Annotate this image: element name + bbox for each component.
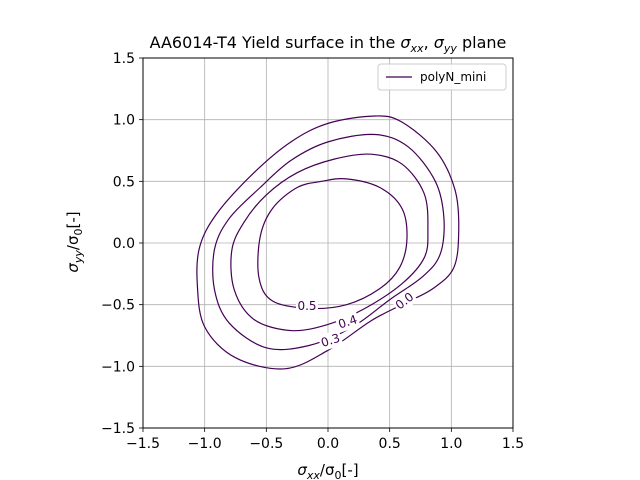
y-tick-label: −1.5: [101, 421, 135, 437]
legend: polyN_mini: [377, 63, 507, 91]
y-tick-label: 1.5: [113, 51, 135, 67]
chart-title: AA6014-T4 Yield surface in the σxx, σyy …: [150, 33, 507, 55]
contour-line-level-0-0: [196, 115, 460, 370]
x-tick-label: 0.5: [379, 436, 401, 452]
contour-label-0-5: 0.5: [297, 299, 316, 313]
contour-label-0-3: 0.3: [319, 331, 341, 350]
x-axis-ticks: −1.5 −1.0 −0.5 0.0 0.5 1.0 1.5: [126, 428, 524, 452]
contour-label-0-4: 0.4: [336, 312, 358, 331]
x-tick-label: −1.5: [126, 436, 160, 452]
contour-line-level-0-3: [212, 133, 445, 351]
x-tick-label: 0.0: [317, 436, 339, 452]
contour-line-level-0-4: [230, 153, 429, 332]
contour-labels: 0.00.30.40.5: [296, 287, 419, 352]
contour-label-group: 0.3: [317, 329, 344, 352]
contour-label-group: 0.4: [334, 310, 361, 333]
y-tick-label: 0.0: [113, 236, 135, 252]
x-tick-label: −0.5: [249, 436, 283, 452]
contour-label-background: [296, 297, 318, 314]
x-tick-label: 1.0: [440, 436, 462, 452]
x-axis-label: σxx/σ0[-]: [297, 461, 358, 480]
plot-area: 0.00.30.40.5: [142, 57, 514, 429]
legend-entry-polyn-mini: polyN_mini: [420, 70, 486, 84]
legend-box: [377, 63, 507, 91]
x-tick-label: −1.0: [188, 436, 222, 452]
y-axis-label: σyy/σ0[-]: [64, 211, 85, 272]
y-tick-label: −0.5: [101, 298, 135, 314]
y-tick-label: 0.5: [113, 174, 135, 190]
contour-label-background: [334, 310, 361, 333]
contour-label-group: 0.5: [296, 297, 318, 314]
x-tick-label: 1.5: [502, 436, 524, 452]
y-axis-ticks: −1.5 −1.0 −0.5 0.0 0.5 1.0 1.5: [101, 51, 143, 437]
y-tick-label: 1.0: [113, 113, 135, 129]
y-tick-label: −1.0: [101, 359, 135, 375]
contour-label-background: [317, 329, 344, 352]
contour-label-background: [390, 287, 419, 315]
